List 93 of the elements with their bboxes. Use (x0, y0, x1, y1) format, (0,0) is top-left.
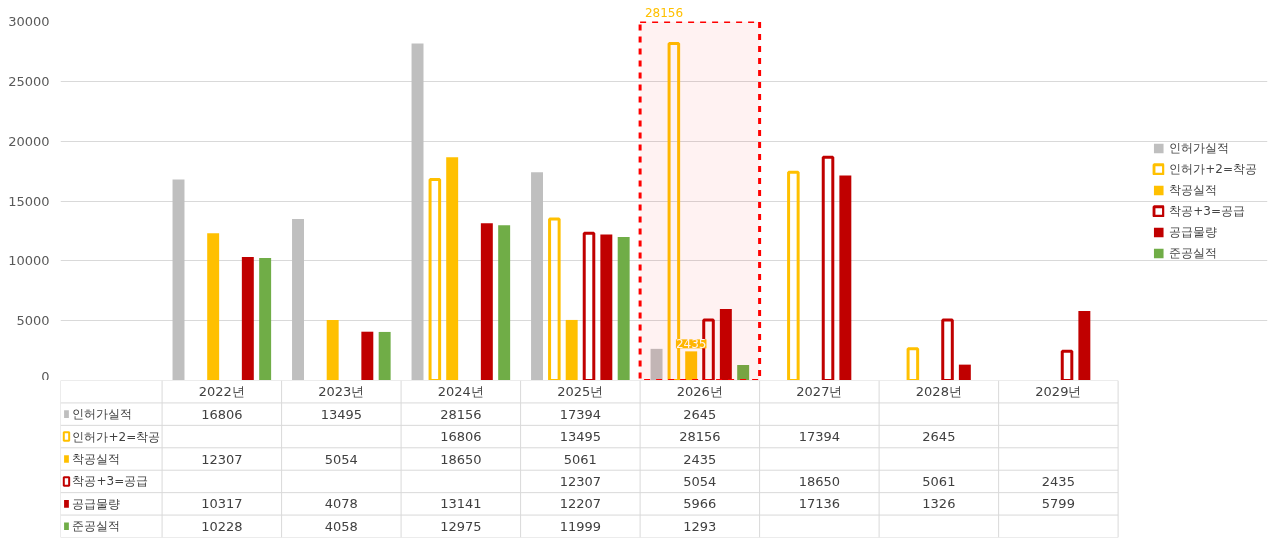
bar (650, 348, 663, 380)
data-label: 4078 (324, 496, 358, 512)
data-label: 18650 (440, 451, 482, 467)
data-label: 17394 (559, 406, 602, 422)
y-tick-label: 15000 (8, 193, 50, 209)
annotation: 2435 (675, 337, 707, 352)
data-label: 17136 (798, 496, 841, 512)
y-tick-label: 5000 (16, 313, 50, 329)
legend-label: 착공+3=공급 (1169, 202, 1245, 220)
bar (941, 318, 954, 380)
bar (207, 233, 220, 380)
bar (361, 331, 374, 380)
x-tick-label: 2026년 (676, 384, 723, 400)
bar (906, 347, 920, 380)
legend-label: 인허가+2=착공 (1169, 160, 1257, 178)
text: 착공실적 (1169, 182, 1218, 197)
text: 공급물량 (72, 496, 121, 511)
text: 인허가실적 (1169, 140, 1230, 155)
x-tick-label: 2028년 (915, 384, 962, 400)
y-tick-label: 10000 (8, 253, 50, 269)
bar (326, 320, 339, 380)
data-label: 2645 (683, 406, 717, 422)
data-label: 28156 (679, 429, 721, 445)
x-tick-label: 2025년 (557, 384, 604, 400)
data-label: 16806 (440, 429, 482, 445)
legend-label: 준공실적 (72, 519, 121, 534)
data-label: 11999 (559, 518, 602, 534)
data-label: 13495 (559, 429, 602, 445)
data-label: 5054 (324, 451, 358, 467)
data-label: 5966 (683, 496, 717, 512)
legend-label: 공급물량 (1169, 223, 1218, 241)
bar (548, 217, 561, 380)
bar (958, 364, 971, 380)
y-tick-label: 20000 (8, 133, 50, 149)
x-tick-label: 2029년 (1035, 384, 1082, 400)
x-tick-label: 2023년 (318, 384, 365, 400)
bar (531, 172, 543, 380)
data-label: 5061 (563, 451, 597, 467)
data-label: 17394 (798, 429, 841, 445)
x-tick-label: 2027년 (796, 384, 843, 400)
data-label: 12975 (440, 518, 482, 534)
bar (737, 365, 750, 380)
bar (241, 257, 254, 380)
y-tick-label: 30000 (8, 14, 50, 29)
data-label: 1293 (683, 518, 717, 534)
bar (172, 179, 185, 380)
data-label: 4058 (324, 518, 358, 534)
data-label: 1326 (922, 496, 956, 512)
data-label: 10317 (201, 496, 243, 512)
data-label: 13495 (320, 406, 363, 422)
data-label: 5799 (1041, 496, 1075, 512)
bar (1060, 349, 1074, 380)
bar (582, 231, 596, 380)
text: 28156 (644, 5, 684, 20)
bar (685, 351, 698, 380)
data-label: 12207 (559, 496, 602, 512)
y-tick-label: 0 (41, 368, 50, 384)
bar (411, 43, 424, 380)
data-label: 18650 (798, 473, 841, 489)
bar (259, 258, 272, 380)
bar (378, 331, 391, 380)
bar (617, 236, 630, 380)
bar (839, 175, 852, 380)
data-label: 5054 (683, 473, 717, 489)
bar (787, 170, 800, 380)
bar (1078, 311, 1091, 380)
data-label: 10228 (201, 518, 243, 534)
text: 인허가+2=착공 (72, 429, 161, 444)
bar (446, 157, 459, 380)
data-label: 12307 (201, 451, 243, 467)
bar (565, 319, 578, 380)
bar (600, 234, 613, 380)
bar (498, 225, 511, 380)
data-label: 2435 (1041, 473, 1075, 489)
bar (480, 223, 493, 380)
bar (719, 309, 732, 380)
data-label: 2645 (922, 429, 956, 445)
legend-label: 인허가실적 (72, 407, 133, 422)
data-label: 13141 (440, 496, 482, 512)
data-label: 12307 (559, 473, 602, 489)
data-label: 16806 (201, 406, 243, 422)
x-tick-label: 2022년 (198, 384, 245, 400)
data-label: 28156 (440, 406, 482, 422)
text: 준공실적 (1169, 245, 1218, 260)
bar (428, 177, 442, 380)
bar (821, 155, 835, 380)
text: 착공+3=공급 (72, 474, 149, 489)
data-label: 2435 (683, 451, 717, 467)
x-tick-label: 2024년 (437, 384, 484, 400)
legend-label: 착공실적 (72, 452, 121, 466)
y-tick-label: 25000 (8, 73, 50, 89)
data-label: 5061 (922, 473, 956, 489)
bar (292, 219, 304, 380)
